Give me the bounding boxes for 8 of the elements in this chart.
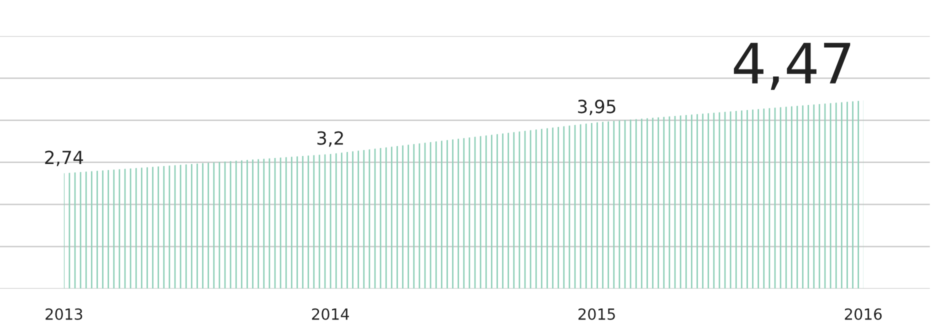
x-tick-label: 2013	[46, 308, 82, 320]
data-label: 3,2	[317, 131, 343, 147]
data-label: 2,74	[45, 150, 84, 166]
x-tick-label: 2015	[578, 308, 615, 320]
data-label: 3,95	[578, 100, 616, 116]
x-tick-label: 2016	[844, 308, 882, 320]
x-tick-label: 2014	[312, 308, 349, 320]
data-label: 4,47	[734, 42, 850, 90]
